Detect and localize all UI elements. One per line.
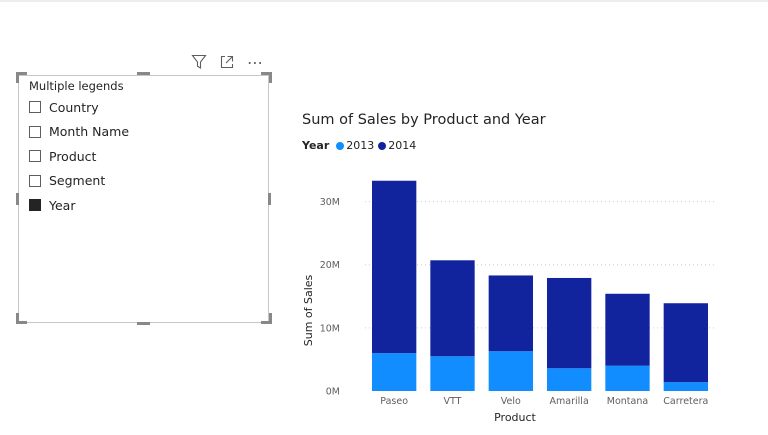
slicer-list: Country Month Name Product Segment Year	[29, 95, 129, 218]
stacked-column-chart[interactable]: 0M 10M 20M 30M Paseo VTT Velo Amarilla Montana Ca…	[295, 170, 725, 430]
slicer-item-label: Product	[49, 148, 97, 164]
legend-label: 2014	[388, 139, 417, 152]
slicer-item-country[interactable]: Country	[29, 95, 129, 120]
slicer-item-month-name[interactable]: Month Name	[29, 120, 129, 145]
bar-2013-carretera	[663, 382, 708, 391]
slicer-item-year[interactable]: Year	[29, 193, 129, 218]
checkbox[interactable]	[29, 199, 41, 212]
resize-handle-bottom[interactable]	[137, 322, 150, 325]
x-tick-label: Montana	[607, 396, 648, 407]
y-tick-label: 10M	[320, 323, 340, 334]
chart-legend: Year 2013 2014	[302, 139, 420, 152]
legend-marker	[336, 141, 345, 150]
legend-title: Year	[302, 139, 330, 152]
visual-header-toolbar: ⋯	[188, 51, 272, 73]
bar-2014-carretera	[663, 303, 708, 383]
slicer-visual[interactable]: Multiple legends Country Month Name Produc…	[18, 75, 269, 323]
checkbox[interactable]	[29, 101, 41, 114]
bar-2013-velo	[488, 351, 533, 391]
resize-handle-top-left[interactable]	[16, 72, 27, 75]
x-tick-label: Amarilla	[550, 396, 589, 407]
slicer-item-label: Segment	[49, 173, 106, 189]
top-divider	[0, 0, 768, 2]
bar-2014-velo	[488, 275, 533, 352]
more-options-icon[interactable]: ⋯	[247, 52, 263, 72]
bar-2013-vtt	[430, 356, 475, 391]
slicer-item-product[interactable]: Product	[29, 144, 129, 169]
checkbox[interactable]	[29, 174, 41, 187]
resize-handle-top-right[interactable]	[261, 72, 272, 75]
legend-marker	[378, 141, 387, 150]
y-tick-label: 0M	[326, 387, 340, 398]
bar-2014-paseo	[372, 180, 417, 354]
bar-2013-paseo	[372, 353, 417, 391]
legend-item-2014[interactable]: 2014	[378, 139, 416, 152]
bar-2014-amarilla	[547, 277, 592, 369]
resize-handle-left[interactable]	[16, 193, 19, 205]
checkbox[interactable]	[29, 150, 41, 163]
x-tick-label: Paseo	[380, 396, 408, 407]
filter-icon[interactable]	[188, 51, 210, 73]
slicer-item-label: Country	[49, 99, 99, 115]
y-axis-title: Sum of Sales	[302, 274, 315, 346]
legend-item-2013[interactable]: 2013	[336, 139, 374, 152]
slicer-title: Multiple legends	[29, 79, 124, 93]
bar-2013-montana	[605, 365, 650, 391]
resize-handle-bottom-left[interactable]	[16, 321, 27, 324]
slicer-item-label: Year	[49, 197, 76, 213]
x-tick-label: VTT	[444, 396, 462, 407]
resize-handle-top[interactable]	[137, 72, 150, 75]
bar-2014-vtt	[430, 260, 475, 357]
y-tick-label: 20M	[320, 260, 340, 271]
x-axis-title: Product	[494, 411, 536, 424]
chart-title: Sum of Sales by Product and Year	[302, 112, 546, 128]
resize-handle-top-left[interactable]	[16, 72, 19, 83]
bar-2014-montana	[605, 293, 650, 366]
resize-handle-right[interactable]	[268, 193, 271, 205]
bar-2013-amarilla	[547, 368, 592, 391]
resize-handle-bottom-left[interactable]	[16, 313, 19, 324]
focus-mode-icon[interactable]	[216, 51, 238, 73]
checkbox[interactable]	[29, 125, 41, 138]
resize-handle-bottom-right[interactable]	[261, 321, 272, 324]
resize-handle-bottom-right[interactable]	[269, 313, 272, 324]
slicer-item-label: Month Name	[49, 124, 130, 140]
slicer-item-segment[interactable]: Segment	[29, 169, 129, 194]
x-tick-label: Carretera	[663, 396, 708, 407]
x-tick-label: Velo	[501, 396, 521, 407]
resize-handle-top-right[interactable]	[269, 72, 272, 83]
y-tick-label: 30M	[320, 197, 340, 208]
legend-label: 2013	[346, 139, 375, 152]
